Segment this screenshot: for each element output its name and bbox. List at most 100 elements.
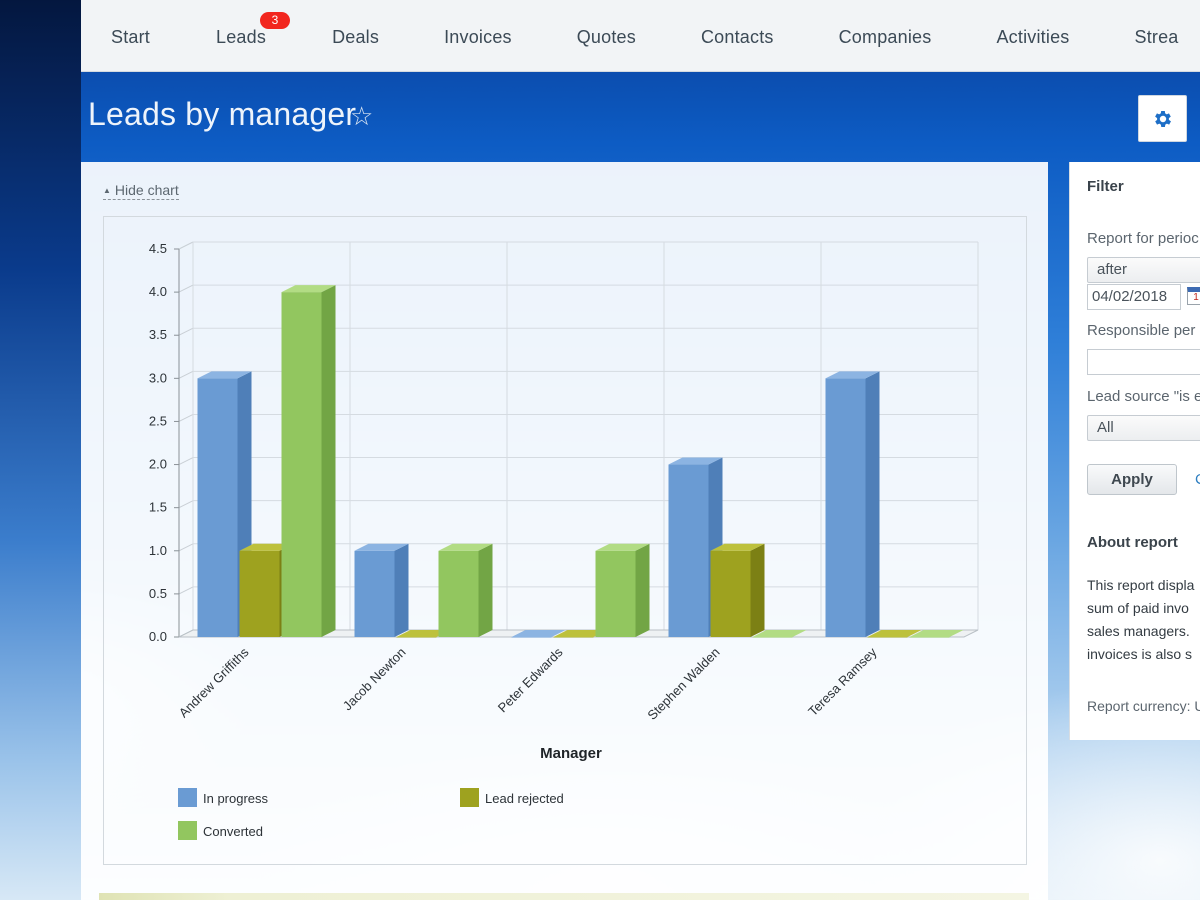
- bar-1-2: [553, 637, 594, 638]
- y-tick-label: 2.0: [149, 457, 167, 472]
- bar-side: [750, 543, 765, 637]
- about-line: sales managers.: [1087, 623, 1190, 639]
- bar-top: [396, 630, 451, 637]
- nav-invoices[interactable]: Invoices: [444, 27, 512, 47]
- nav-activities[interactable]: Activities: [996, 27, 1070, 47]
- top-navigation: Start Leads 3 Deals Invoices Quotes Cont…: [81, 0, 1200, 72]
- legend-swatch: [178, 821, 197, 840]
- bar-top: [354, 543, 409, 551]
- y-tick-label: 2.5: [149, 413, 167, 428]
- chart-container: 0.0 0.5 1.0 1.5 2.0 2.5 3.0 3.5 4.0 4.5 Andrew Gri…: [103, 216, 1027, 865]
- nav-contacts[interactable]: Contacts: [700, 27, 774, 47]
- nav-quotes[interactable]: Quotes: [576, 27, 636, 47]
- gridline-depth: [178, 327, 194, 336]
- leads-count-badge: 3: [260, 12, 291, 29]
- bar-0-0: [197, 378, 238, 637]
- calendar-icon[interactable]: 1: [1187, 287, 1200, 305]
- report-currency: Report currency: U: [1087, 698, 1200, 714]
- bar-0-2: [511, 637, 552, 638]
- bar-top: [511, 630, 566, 637]
- y-tick-label: 1.5: [149, 500, 167, 515]
- category-label: Andrew Griffiths: [176, 644, 252, 720]
- bar-1-0: [239, 550, 280, 637]
- y-tick-label: 0.5: [149, 586, 167, 601]
- gridline-depth: [178, 370, 194, 379]
- hide-chart-link[interactable]: ▲ Hide chart: [103, 182, 179, 200]
- gear-icon: [1154, 110, 1171, 127]
- bar-1-3: [710, 550, 751, 637]
- legend-swatch: [178, 788, 197, 807]
- bar-top: [668, 457, 723, 465]
- cancel-link[interactable]: C: [1195, 471, 1200, 488]
- bar-top: [825, 371, 880, 379]
- bar-chart: 0.0 0.5 1.0 1.5 2.0 2.5 3.0 3.5 4.0 4.5 Andrew Gri…: [149, 241, 979, 840]
- y-tick-label: 3.0: [149, 370, 167, 385]
- filter-panel: Filter Report for perioc after 04/02/201…: [1069, 162, 1200, 740]
- settings-button[interactable]: [1138, 95, 1187, 142]
- bar-top: [710, 543, 765, 551]
- period-select[interactable]: after: [1087, 257, 1200, 283]
- nav-leads-label[interactable]: Leads: [216, 27, 267, 47]
- chart-panel: ▲ Hide chart 0.0 0.5 1.0 1.5 2.0 2.5 3.0 3.5 4.0 4…: [81, 162, 1048, 900]
- category-label: Peter Edwards: [495, 644, 566, 715]
- bar-2-1: [438, 550, 479, 637]
- y-tick-label: 1.0: [149, 543, 167, 558]
- bar-side: [394, 543, 409, 637]
- responsible-label: Responsible per: [1087, 322, 1196, 339]
- gridline-depth: [178, 241, 194, 250]
- category-label: Teresa Ramsey: [805, 644, 880, 719]
- bar-0-4: [825, 378, 866, 637]
- legend-swatch: [460, 788, 479, 807]
- about-report-text: This report displa sum of paid invo sale…: [1087, 574, 1194, 666]
- y-tick-label: 4.5: [149, 241, 167, 256]
- bar-top: [553, 630, 608, 637]
- gridline-depth: [178, 500, 194, 509]
- nav-start[interactable]: Start: [111, 27, 151, 47]
- legend-label: In progress: [203, 791, 269, 806]
- collapse-triangle-icon: ▲: [103, 186, 111, 195]
- background-strip: [0, 0, 81, 900]
- apply-button[interactable]: Apply: [1087, 464, 1177, 495]
- bar-top: [197, 371, 252, 379]
- bar-2-4: [909, 637, 950, 638]
- bar-0-1: [354, 550, 395, 637]
- y-tick-label: 0.0: [149, 629, 167, 644]
- nav-stream[interactable]: Strea: [1134, 27, 1179, 47]
- bar-1-1: [396, 637, 437, 638]
- bar-side: [478, 543, 493, 637]
- bar-top: [438, 543, 493, 551]
- gridline-depth: [178, 413, 194, 422]
- about-line: sum of paid invo: [1087, 600, 1189, 616]
- responsible-input[interactable]: [1087, 349, 1200, 375]
- bar-top: [595, 543, 650, 551]
- bar-top: [909, 630, 964, 637]
- lead-source-select[interactable]: All: [1087, 415, 1200, 441]
- hide-chart-label[interactable]: Hide chart: [114, 182, 179, 198]
- nav-leads[interactable]: Leads 3: [216, 12, 291, 71]
- bar-side: [635, 543, 650, 637]
- gridline-depth: [178, 284, 194, 293]
- x-axis-title: Manager: [540, 745, 602, 762]
- gridline-depth: [178, 543, 194, 552]
- legend-label: Converted: [203, 824, 263, 839]
- period-date-input[interactable]: 04/02/2018: [1087, 284, 1181, 310]
- page-title: Leads by manager: [88, 96, 357, 132]
- y-tick-label: 4.0: [149, 284, 167, 299]
- bar-side: [865, 371, 880, 637]
- legend-label: Lead rejected: [485, 791, 564, 806]
- bar-2-3: [752, 637, 793, 638]
- about-report-title: About report: [1087, 534, 1178, 551]
- bar-top: [867, 630, 922, 637]
- bar-top: [752, 630, 807, 637]
- bar-2-0: [281, 292, 322, 637]
- bar-top: [239, 543, 294, 551]
- lead-source-label: Lead source "is e: [1087, 388, 1200, 405]
- bar-0-3: [668, 464, 709, 637]
- bar-2-2: [595, 550, 636, 637]
- star-outline-icon[interactable]: ☆: [350, 101, 374, 131]
- gridline-depth: [178, 457, 194, 466]
- period-label: Report for perioc: [1087, 230, 1199, 247]
- nav-companies[interactable]: Companies: [838, 27, 932, 47]
- nav-deals[interactable]: Deals: [332, 27, 380, 47]
- category-label: Jacob Newton: [340, 645, 409, 714]
